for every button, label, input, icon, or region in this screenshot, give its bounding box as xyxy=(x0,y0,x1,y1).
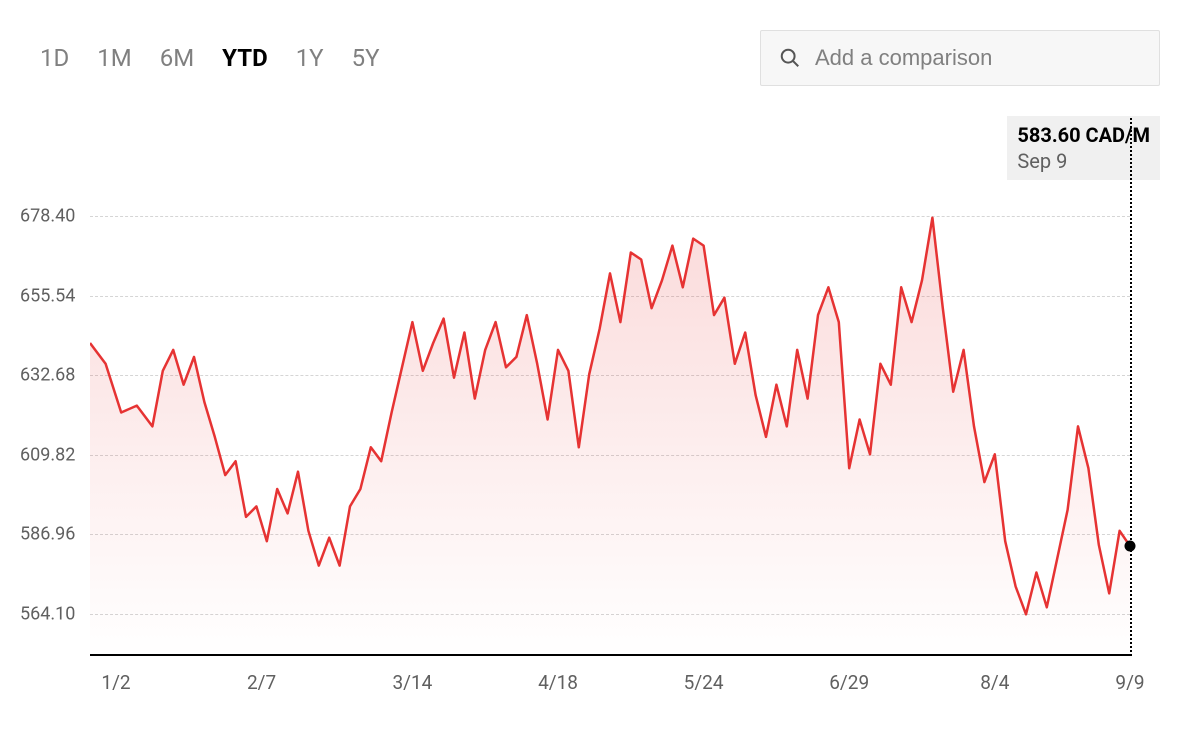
x-tick-label: 1/2 xyxy=(101,671,130,694)
search-icon xyxy=(779,47,801,69)
timeframe-tabs: 1D 1M 6M YTD 1Y 5Y xyxy=(40,44,380,72)
tab-1d[interactable]: 1D xyxy=(40,44,69,72)
comparison-search-box[interactable] xyxy=(760,30,1160,86)
x-tick-label: 9/9 xyxy=(1115,671,1144,694)
comparison-search-input[interactable] xyxy=(815,45,1141,71)
x-tick-label: 8/4 xyxy=(980,671,1009,694)
chart-container: 1D1M6MYTD1Y5Y 583.60 CAD/M Sep 9 678.406… xyxy=(0,0,1190,748)
cursor-line xyxy=(1130,118,1132,656)
y-tick-label: 586.96 xyxy=(20,524,75,545)
tab-1m[interactable]: 1M xyxy=(97,44,131,72)
y-tick-label: 564.10 xyxy=(20,603,75,624)
y-tick-label: 632.68 xyxy=(20,365,75,386)
x-axis-labels: 1/22/73/144/185/246/298/49/9 xyxy=(90,671,1130,701)
tab-6m[interactable]: 6M xyxy=(160,44,194,72)
tab-5y[interactable]: 5Y xyxy=(352,44,380,72)
cursor-dot xyxy=(1125,541,1136,552)
x-tick-label: 6/29 xyxy=(829,671,869,694)
plot-region[interactable] xyxy=(90,176,1130,656)
y-tick-label: 655.54 xyxy=(20,285,75,306)
x-tick-label: 2/7 xyxy=(247,671,276,694)
tab-ytd[interactable]: YTD xyxy=(222,44,268,72)
line-chart-svg xyxy=(90,176,1130,656)
chart-area[interactable]: 678.40 655.54 632.68 609.82 586.96 564.10 1/2… xyxy=(0,176,1190,736)
top-bar: 1D 1M 6M YTD 1Y 5Y xyxy=(0,10,1190,96)
x-tick-label: 5/24 xyxy=(684,671,724,694)
tab-1y[interactable]: 1Y xyxy=(296,44,324,72)
x-tick-label: 4/18 xyxy=(538,671,578,694)
y-tick-label: 678.40 xyxy=(20,206,75,227)
y-tick-label: 609.82 xyxy=(20,444,75,465)
x-tick-label: 3/14 xyxy=(392,671,432,694)
price-tooltip: 583.60 CAD/M Sep 9 xyxy=(1007,116,1160,180)
